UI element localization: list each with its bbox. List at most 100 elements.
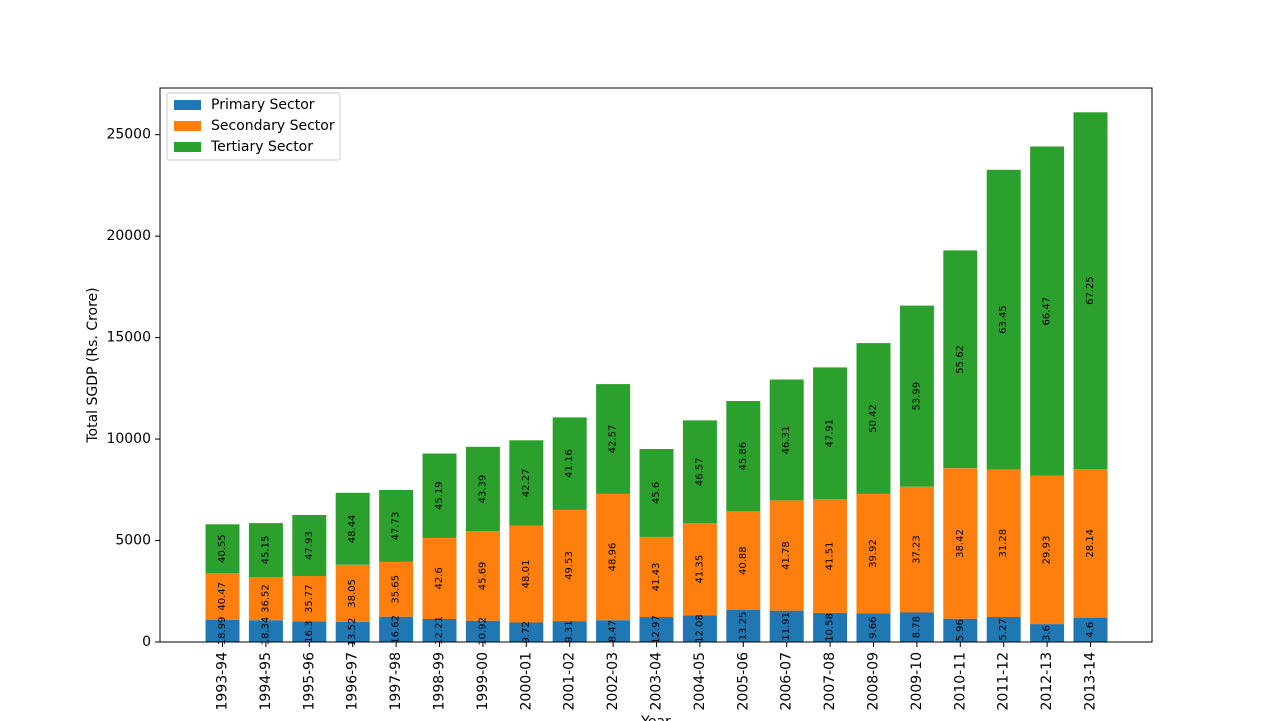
segment-value-label: 35.77 (304, 584, 315, 613)
segment-value-label: 12.97 (651, 615, 662, 644)
segment-value-label: 5.96 (955, 619, 966, 641)
bar-secondary-sector-2000-01 (509, 525, 544, 623)
legend-label: Tertiary Sector (210, 139, 313, 155)
segment-value-label: 45.86 (738, 442, 749, 471)
y-tick-label: 15000 (106, 330, 151, 346)
bar-primary-sector-2007-08 (813, 613, 848, 642)
segment-value-label: 3.6 (1042, 625, 1053, 641)
y-tick-label: 25000 (106, 127, 151, 143)
segment-value-label: 18.99 (217, 616, 228, 645)
bar-tertiary-sector-2004-05 (682, 420, 717, 524)
bar-secondary-sector-2013-14 (1073, 468, 1108, 618)
segment-value-label: 38.05 (347, 579, 358, 608)
bar-primary-sector-1995-96 (292, 621, 327, 642)
bar-primary-sector-1998-99 (422, 619, 457, 642)
x-axis: 1993-94 1994-95 1995-96 1996-97 1997-98 1998-… (215, 642, 1099, 711)
segment-value-label: 16.62 (391, 615, 402, 644)
bar-tertiary-sector-1999-00 (465, 446, 500, 532)
segment-value-label: 41.78 (781, 541, 792, 570)
segment-value-label: 18.34 (260, 617, 271, 646)
x-tick-label: 1997-98 (388, 652, 404, 711)
bar-secondary-sector-1994-95 (248, 577, 283, 621)
segment-value-label: 50.42 (868, 404, 879, 433)
bar-secondary-sector-2005-06 (726, 511, 761, 610)
segment-value-label: 8.78 (911, 616, 922, 638)
bar-primary-sector-2011-12 (986, 617, 1021, 642)
segment-value-label: 66.47 (1042, 297, 1053, 326)
segment-value-label: 28.14 (1085, 529, 1096, 558)
segment-value-label: 45.69 (477, 562, 488, 591)
segment-value-label: 41.43 (651, 563, 662, 592)
segment-value-label: 40.47 (217, 582, 228, 611)
segment-value-label: 42.57 (608, 425, 619, 454)
segment-value-label: 13.52 (347, 618, 358, 647)
x-tick-label: 1998-99 (432, 652, 448, 711)
x-tick-label: 1995-96 (301, 652, 317, 711)
segment-value-label: 48.01 (521, 560, 532, 589)
segment-value-label: 37.23 (911, 535, 922, 564)
legend: Primary Sector Secondary Sector Tertiary S… (166, 92, 341, 161)
segment-value-label: 36.52 (260, 584, 271, 613)
bar-primary-sector-1993-94 (205, 619, 240, 642)
segment-value-label: 13.25 (738, 612, 749, 641)
bar-primary-sector-2001-02 (552, 621, 587, 642)
bar-primary-sector-1996-97 (335, 621, 370, 642)
segment-value-label: 11.91 (781, 612, 792, 641)
segment-value-label: 8.47 (608, 620, 619, 642)
x-tick-label: 2012-13 (1039, 652, 1055, 711)
segment-value-label: 39.92 (868, 539, 879, 568)
segment-value-label: 43.39 (477, 475, 488, 504)
bar-secondary-sector-2010-11 (943, 468, 978, 619)
bar-tertiary-sector-2007-08 (813, 367, 848, 499)
legend-swatch-primary-sector (174, 100, 201, 110)
bar-primary-sector-2004-05 (682, 615, 717, 642)
bar-primary-sector-1999-00 (465, 620, 500, 642)
bar-primary-sector-2003-04 (639, 617, 674, 642)
bar-primary-sector-2006-07 (769, 610, 804, 642)
x-tick-label: 2005-06 (735, 652, 751, 711)
segment-labels-group: 18.99 40.47 40.55 18.34 36.52 45.15 16.3 35.77 4… (217, 276, 1096, 646)
segment-value-label: 42.27 (521, 469, 532, 498)
segment-value-label: 10.92 (477, 617, 488, 646)
bar-secondary-sector-2012-13 (1030, 475, 1065, 625)
y-tick-label: 20000 (106, 228, 151, 244)
bar-primary-sector-2005-06 (726, 610, 761, 642)
x-tick-label: 2013-14 (1083, 652, 1099, 711)
bar-tertiary-sector-1998-99 (422, 453, 457, 538)
x-tick-label: 1994-95 (258, 652, 274, 711)
x-tick-label: 2011-12 (996, 652, 1012, 711)
segment-value-label: 42.6 (434, 567, 445, 589)
bar-secondary-sector-2002-03 (596, 493, 631, 621)
bar-primary-sector-1994-95 (248, 620, 283, 642)
segment-value-label: 9.66 (868, 616, 879, 638)
bar-primary-sector-2013-14 (1073, 617, 1108, 642)
segment-value-label: 41.16 (564, 449, 575, 478)
segment-value-label: 12.08 (694, 614, 705, 643)
bar-secondary-sector-1995-96 (292, 576, 327, 622)
bar-primary-sector-2002-03 (596, 620, 631, 642)
legend-label: Secondary Sector (211, 118, 335, 134)
x-tick-label: 2000-01 (518, 652, 534, 711)
bar-tertiary-sector-1997-98 (379, 490, 414, 562)
bar-tertiary-sector-1996-97 (335, 492, 370, 565)
bar-primary-sector-2009-10 (899, 612, 934, 642)
segment-value-label: 5.27 (998, 618, 1009, 640)
y-tick-label: 10000 (106, 431, 151, 447)
bar-tertiary-sector-2009-10 (899, 305, 934, 487)
segment-value-label: 29.93 (1042, 536, 1053, 565)
segment-value-label: 35.65 (391, 575, 402, 604)
x-tick-label: 2008-09 (866, 652, 882, 711)
bar-tertiary-sector-2010-11 (943, 250, 978, 469)
segment-value-label: 63.45 (998, 305, 1009, 334)
segment-value-label: 31.28 (998, 529, 1009, 558)
bar-secondary-sector-2009-10 (899, 486, 934, 613)
segment-value-label: 67.25 (1085, 276, 1096, 305)
bars-group (205, 112, 1108, 642)
x-tick-label: 1999-00 (475, 652, 491, 711)
legend-label: Primary Sector (211, 97, 315, 113)
segment-value-label: 45.15 (260, 536, 271, 565)
bar-tertiary-sector-1994-95 (248, 523, 283, 577)
bar-secondary-sector-1996-97 (335, 564, 370, 622)
bar-secondary-sector-2006-07 (769, 500, 804, 611)
